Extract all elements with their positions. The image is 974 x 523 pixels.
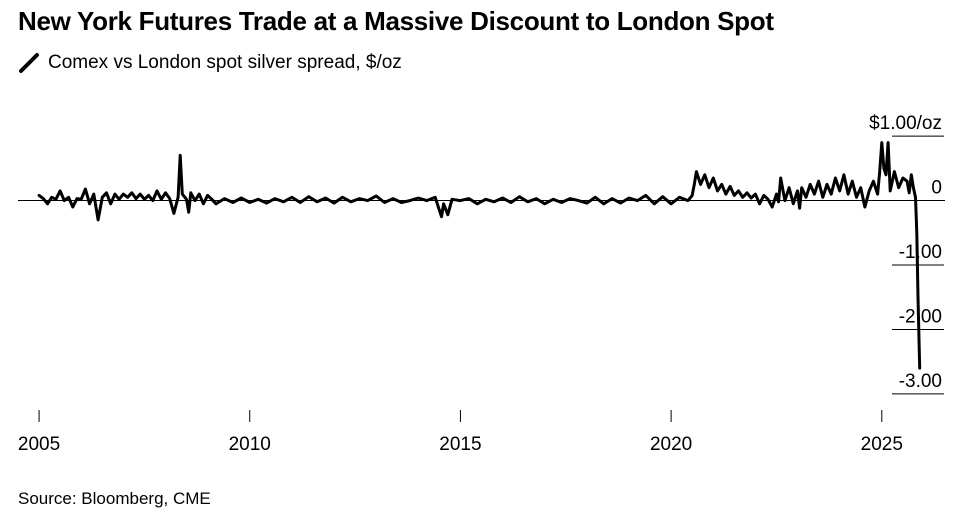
legend-label: Comex vs London spot silver spread, $/oz <box>48 52 402 73</box>
y-tick-label: -2.00 <box>899 306 942 327</box>
legend-line-icon <box>19 53 39 73</box>
x-tick-label: 2015 <box>439 434 481 455</box>
x-tick-label: 2010 <box>229 434 271 455</box>
y-tick-label: 0 <box>931 178 942 199</box>
source-note: Source: Bloomberg, CME <box>18 489 211 508</box>
x-tick-label: 2005 <box>18 434 60 455</box>
chart-title: New York Futures Trade at a Massive Disc… <box>18 6 774 36</box>
series-line <box>37 141 922 370</box>
x-tick-label: 2025 <box>861 434 903 455</box>
x-tick-label: 2020 <box>650 434 692 455</box>
y-axis: $1.00/oz 0 -1.00 -2.00 -3.00 <box>18 113 945 395</box>
x-axis: 2005 2010 2015 2020 2025 <box>18 410 903 455</box>
legend: Comex vs London spot silver spread, $/oz <box>18 52 402 74</box>
series-group <box>37 141 922 370</box>
y-tick-label: $1.00/oz <box>869 113 942 134</box>
y-tick-label: -1.00 <box>899 242 942 263</box>
y-tick-label: -3.00 <box>899 371 942 392</box>
